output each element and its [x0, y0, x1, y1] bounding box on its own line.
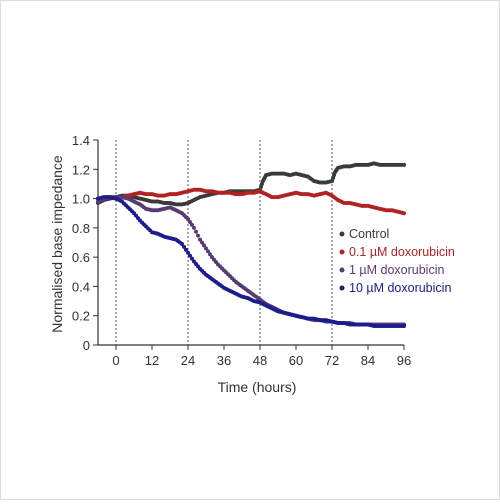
y-tick-label: 0.6: [72, 250, 90, 265]
x-tick-label: 96: [397, 353, 411, 368]
data-point: [190, 222, 194, 227]
data-point: [206, 249, 210, 254]
y-tick-label: 1.2: [72, 162, 90, 177]
data-point: [188, 253, 192, 258]
x-tick-label: 36: [217, 353, 231, 368]
data-point: [196, 233, 200, 238]
legend-label: Control: [349, 227, 389, 241]
y-tick-label: 1.0: [72, 192, 90, 207]
x-tick-label: 72: [325, 353, 339, 368]
y-tick-label: 0.4: [72, 279, 90, 294]
legend-marker: [339, 267, 345, 273]
x-tick-label: 12: [145, 353, 159, 368]
y-tick-label: 1.4: [72, 133, 90, 148]
y-tick-label: 0: [83, 338, 90, 353]
y-axis-label: Normalised base impedance: [49, 155, 65, 333]
x-tick-label: 60: [289, 353, 303, 368]
x-axis-label: Time (hours): [218, 379, 297, 395]
data-point: [182, 244, 186, 249]
data-point: [208, 252, 212, 257]
series-layer: [96, 161, 406, 328]
data-point: [192, 225, 196, 230]
y-tick-label: 0.8: [72, 221, 90, 236]
series-4: [96, 195, 406, 328]
data-point: [204, 246, 208, 251]
data-point: [202, 243, 206, 248]
vertical-marker-lines: [115, 140, 333, 345]
data-point: [190, 256, 194, 261]
data-point: [188, 220, 192, 224]
series-1: [96, 161, 406, 207]
x-tick-label: 24: [181, 353, 195, 368]
data-point: [402, 211, 406, 216]
legend-marker: [339, 231, 345, 237]
legend-marker: [339, 285, 345, 291]
x-tick-label: 84: [361, 353, 375, 368]
data-point: [402, 162, 406, 167]
data-point: [198, 237, 202, 242]
data-point: [402, 323, 406, 328]
y-tick-label: 0.2: [72, 309, 90, 324]
data-point: [194, 229, 198, 234]
data-point: [200, 240, 204, 245]
legend-label: 1 µM doxorubicin: [349, 263, 444, 277]
legend-label: 10 µM doxorubicin: [349, 281, 451, 295]
axes-layer: 0 0.2 0.4 0.6 0.8 1.0 1.2 1.4 0 12 24 36 48 60 72 84 96: [72, 133, 411, 368]
data-point: [186, 250, 190, 255]
legend-marker: [339, 249, 345, 255]
data-point: [180, 241, 184, 246]
series-3: [96, 195, 406, 327]
series-2: [96, 187, 406, 216]
data-point: [184, 247, 188, 252]
legend: Control 0.1 µM doxorubicin 1 µM doxorubici…: [339, 227, 455, 295]
data-point: [186, 217, 190, 222]
x-tick-label: 48: [253, 353, 267, 368]
x-tick-label: 0: [112, 353, 119, 368]
legend-label: 0.1 µM doxorubicin: [349, 245, 455, 259]
